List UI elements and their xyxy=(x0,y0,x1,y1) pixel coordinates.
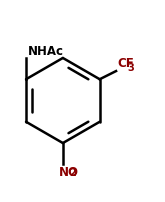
Text: 3: 3 xyxy=(127,63,134,73)
Text: 2: 2 xyxy=(69,167,76,177)
Text: NHAc: NHAc xyxy=(28,45,64,58)
Text: NO: NO xyxy=(59,165,79,178)
Text: CF: CF xyxy=(117,57,134,70)
